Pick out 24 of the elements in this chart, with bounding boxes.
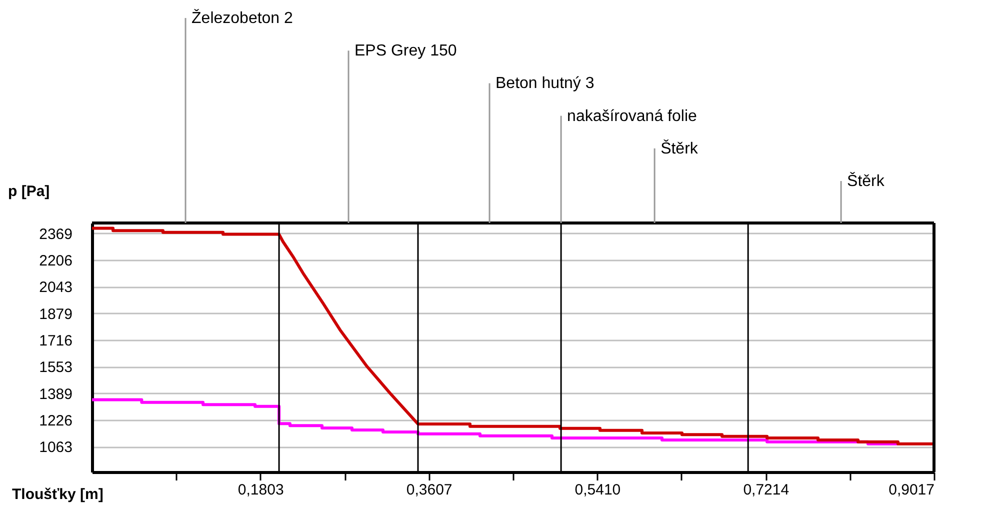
line-series [92,398,900,446]
text: Štěrk [847,172,886,190]
text: Beton hutný 3 [496,75,594,92]
y-tick-label: 1389 [39,386,72,403]
y-tick-label: 1553 [39,359,72,376]
y-tick-label: 1879 [39,306,72,323]
text: Železobeton 2 [192,9,294,27]
x-tick-label: 0,1803 [238,482,284,498]
y-tick-label: 2043 [39,279,72,296]
y-tick-label: 2369 [39,226,72,243]
y-tick-label: 1226 [39,412,72,430]
x-tick-label: 0,7214 [743,482,790,498]
x-tick-label: 0,9017 [888,482,934,498]
x-tick-label: 0,3607 [406,482,452,498]
y-tick-label: 1716 [39,332,72,350]
y-axis-title: p [Pa] [8,183,50,200]
ref-line-label: nakašírovaná folie [567,108,698,125]
line-series [92,226,934,446]
text: Štěrk [660,139,699,158]
text: EPS Grey 150 [354,42,457,60]
y-tick-label: 1063 [39,439,72,456]
x-axis-title: Tloušťky [m] [12,486,104,503]
x-tick-label: 0,5410 [574,482,621,498]
y-tick-label: 2206 [39,252,72,270]
